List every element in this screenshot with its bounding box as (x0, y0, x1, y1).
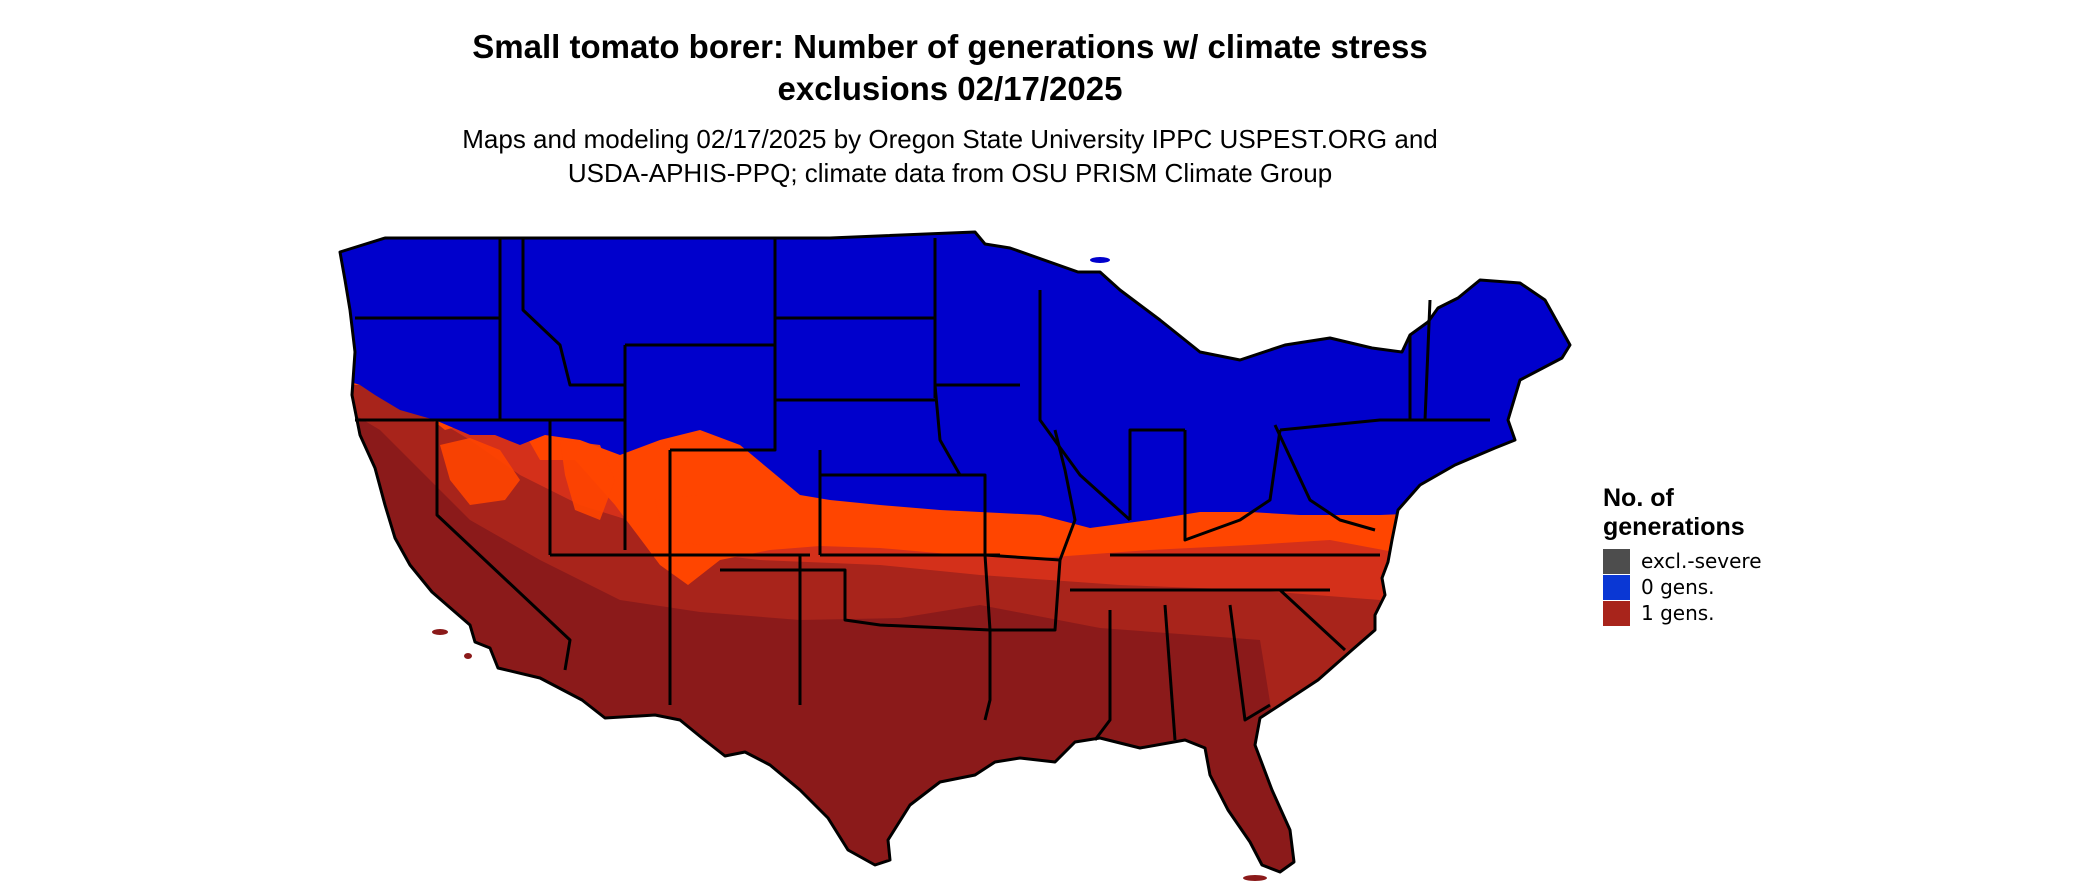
map-title-line-1: Small tomato borer: Number of generation… (472, 28, 1428, 65)
legend-label-zero-gens: 0 gens. (1641, 575, 1715, 599)
border-ga-sc (1278, 588, 1347, 652)
legend-title-line-1: No. of (1603, 484, 1674, 512)
lake-superior-island (1090, 257, 1110, 263)
us-outline (338, 230, 1572, 874)
border-ar-ms (990, 429, 1077, 632)
state-borders (338, 230, 1572, 874)
legend-swatch-zero-gens (1603, 574, 1630, 600)
border-ok-tx (720, 554, 992, 632)
border-oh-pa (1279, 418, 1410, 432)
border-id-mt (521, 238, 625, 387)
us-generations-map (338, 230, 1572, 881)
map-title-line-2: exclusions 02/17/2025 (777, 70, 1123, 107)
zone-great-basin-orange (440, 438, 520, 505)
coastal-islands (432, 629, 1267, 881)
zone-zero-generations (340, 232, 1570, 872)
map-subtitle-line-2: USDA-APHIS-PPQ; climate data from OSU PR… (567, 158, 1333, 188)
legend-item-excl-severe: excl.-severe (1603, 548, 1762, 574)
legend-title-line-2: generations (1603, 513, 1745, 541)
great-lakes-islands (1090, 257, 1543, 363)
border-al-ga (1163, 604, 1177, 741)
border-wi-il (1038, 290, 1132, 522)
legend-swatch-one-gens (1603, 600, 1630, 626)
map-title: Small tomato borer: Number of generation… (0, 26, 1900, 110)
florida-keys (1243, 875, 1267, 881)
border-mo-ar (984, 553, 1061, 562)
channel-island (432, 629, 448, 635)
map-subtitle-line-1: Maps and modeling 02/17/2025 by Oregon S… (462, 124, 1438, 154)
border-tx-la (983, 630, 992, 721)
maine-island (1533, 357, 1543, 363)
border-ia-mo (933, 384, 987, 555)
border-ga-fl (1228, 604, 1271, 722)
legend-title: No. of generations (1603, 484, 1762, 542)
border-nv-ca (435, 420, 572, 671)
legend-item-one-gens: 1 gens. (1603, 600, 1762, 626)
border-wv-va (1273, 424, 1376, 532)
generations-raster (340, 232, 1570, 872)
legend-label-excl-severe: excl.-severe (1641, 549, 1762, 573)
legend-item-zero-gens: 0 gens. (1603, 574, 1762, 600)
border-vt-nh (1423, 299, 1432, 421)
map-subtitle: Maps and modeling 02/17/2025 by Oregon S… (0, 122, 1900, 190)
legend-label-one-gens: 1 gens. (1641, 601, 1715, 625)
border-in-oh (1183, 429, 1282, 542)
zone-utah-orange (560, 440, 615, 520)
channel-island (464, 653, 472, 659)
map-legend: No. of generations excl.-severe 0 gens. … (1603, 484, 1762, 626)
legend-swatch-excl-severe (1603, 548, 1630, 574)
border-il-in (1128, 428, 1185, 520)
border-ms-al (1093, 610, 1112, 741)
